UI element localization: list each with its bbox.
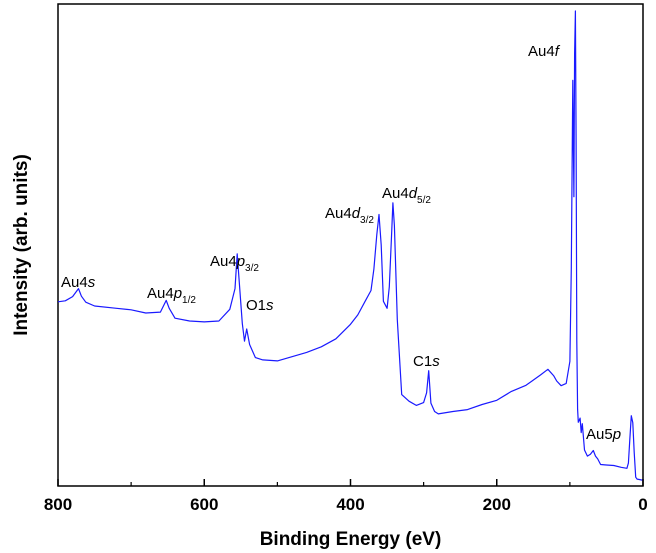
peak-label-au4p12: Au4p1/2	[147, 285, 196, 306]
peak-label-c1s: C1s	[413, 353, 440, 370]
peak-label-au4d32: Au4d3/2	[325, 205, 374, 226]
peak-annotations: Au4s Au4p1/2 Au4p3/2 O1s Au4d3/2 Au4d5/2 C1s Au…	[61, 43, 621, 443]
peak-label-o1s: O1s	[246, 297, 274, 314]
peak-label-au4f: Au4f	[528, 43, 561, 60]
plot-frame	[57, 3, 644, 487]
y-axis-title: Intensity (arb. units)	[11, 154, 32, 336]
peak-label-au4p32: Au4p3/2	[210, 253, 259, 274]
peak-label-au4d52: Au4d5/2	[382, 185, 431, 206]
plot-area	[57, 3, 644, 487]
peak-label-au5p: Au5p	[586, 426, 621, 443]
series-line	[57, 10, 643, 481]
x-tick-label: 600	[190, 495, 218, 514]
x-tick-label: 0	[638, 495, 647, 514]
x-tick-label: 200	[483, 495, 511, 514]
peak-label-au4s: Au4s	[61, 274, 96, 291]
x-tick-label: 400	[336, 495, 364, 514]
x-tick-label: 800	[44, 495, 72, 514]
x-axis-title: Binding Energy (eV)	[260, 529, 442, 550]
x-axis-ticks: 800 600 400 200 0	[44, 479, 648, 514]
